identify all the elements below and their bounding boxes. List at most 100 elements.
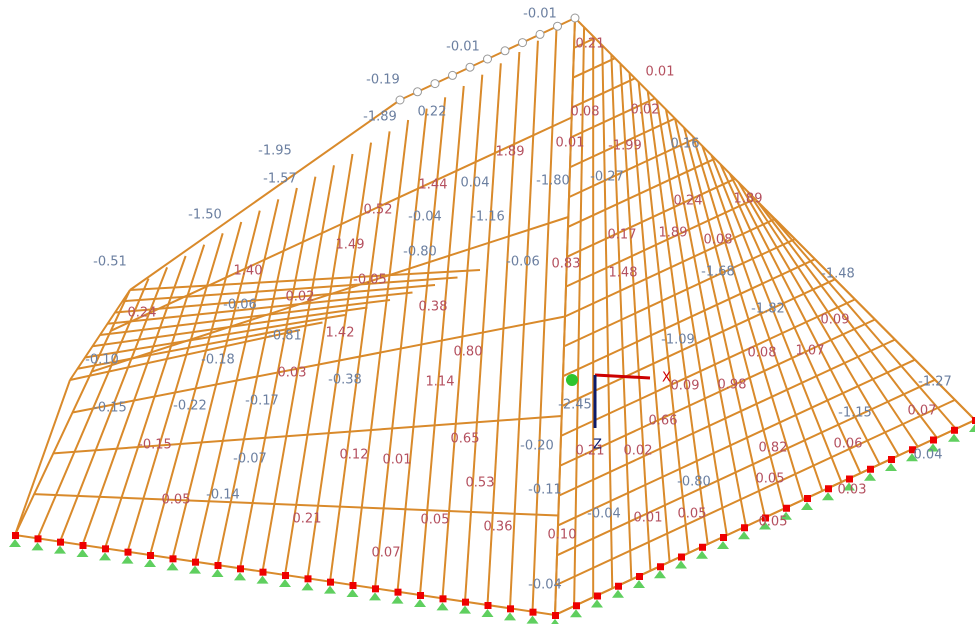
result-label: -1.95 xyxy=(258,144,292,159)
member xyxy=(557,358,916,527)
result-label: 0.36 xyxy=(484,520,513,535)
result-label: -0.05 xyxy=(353,273,387,288)
node xyxy=(888,456,895,463)
node xyxy=(282,572,289,579)
result-label: 0.05 xyxy=(678,507,707,522)
member xyxy=(563,238,796,348)
result-label: -0.18 xyxy=(201,353,235,368)
node xyxy=(615,582,622,590)
member xyxy=(664,109,747,527)
result-label: 0.83 xyxy=(552,257,581,272)
result-label: 0.52 xyxy=(364,203,393,218)
node xyxy=(124,548,132,556)
result-label: 0.02 xyxy=(624,444,653,459)
result-label: 0.24 xyxy=(128,306,157,321)
result-label: -1.82 xyxy=(751,302,785,317)
support xyxy=(675,560,687,569)
result-label: -1.48 xyxy=(821,267,855,282)
result-label: -0.19 xyxy=(366,73,400,88)
node xyxy=(327,578,334,586)
result-label: 0.03 xyxy=(838,483,867,498)
result-label: -0.11 xyxy=(528,483,562,498)
result-label: 1.07 xyxy=(796,344,825,359)
result-label: 0.98 xyxy=(718,378,747,393)
member xyxy=(72,315,566,414)
result-label: 0.08 xyxy=(748,346,777,361)
node xyxy=(439,595,447,603)
result-label: -0.27 xyxy=(590,170,624,185)
support xyxy=(504,612,516,621)
x-axis-label: X xyxy=(662,371,671,386)
result-label: -0.17 xyxy=(245,394,279,409)
support xyxy=(459,605,471,614)
hinge xyxy=(518,38,527,48)
member xyxy=(559,318,876,467)
member xyxy=(555,398,956,587)
hinge xyxy=(430,79,440,89)
node xyxy=(636,573,643,580)
result-label: -0.10 xyxy=(85,353,119,368)
support xyxy=(551,619,559,624)
result-label: 1.44 xyxy=(419,178,448,193)
result-label: 0.65 xyxy=(451,432,480,447)
result-label: -0.51 xyxy=(93,255,127,270)
member xyxy=(122,276,458,303)
support xyxy=(54,545,66,554)
node xyxy=(417,592,424,599)
result-label: -0.07 xyxy=(233,452,267,467)
node xyxy=(825,485,832,493)
support xyxy=(76,549,89,557)
result-label: -0.01 xyxy=(446,40,480,55)
support xyxy=(301,582,314,591)
support xyxy=(256,575,269,584)
support xyxy=(801,502,813,510)
member xyxy=(746,191,919,448)
member xyxy=(646,90,709,545)
result-label: 0.04 xyxy=(461,176,490,191)
hinge xyxy=(570,13,580,23)
result-label: -1.89 xyxy=(363,110,397,125)
result-label: 0.02 xyxy=(631,103,660,118)
y-axis xyxy=(566,374,578,386)
member xyxy=(99,299,391,336)
result-label: 1.89 xyxy=(496,145,525,160)
result-label: -1.09 xyxy=(661,333,695,348)
result-label: -0.20 xyxy=(520,439,554,454)
result-label: 1.14 xyxy=(426,375,455,390)
node xyxy=(57,538,64,546)
member xyxy=(674,118,766,518)
member xyxy=(129,99,401,291)
result-label: -0.14 xyxy=(206,488,240,503)
hinge xyxy=(500,46,510,56)
node xyxy=(147,552,154,559)
result-label: 0.01 xyxy=(646,65,675,80)
result-label: 0.08 xyxy=(704,233,733,248)
node xyxy=(169,555,177,563)
z-axis-label: Z xyxy=(593,438,602,453)
support xyxy=(144,559,156,567)
member xyxy=(728,172,881,465)
node xyxy=(909,446,916,454)
labels: -0.01 0.21 -0.01 0.01 -0.19 0.02 0.08 -1.89 0.22… xyxy=(85,7,952,593)
support xyxy=(759,521,771,530)
node xyxy=(214,562,222,569)
node xyxy=(79,542,87,549)
member xyxy=(569,117,676,169)
support xyxy=(822,492,834,501)
member xyxy=(756,200,938,439)
result-label: 0.05 xyxy=(421,513,450,528)
result-label: -1.80 xyxy=(536,174,570,189)
member xyxy=(655,100,728,536)
result-label: 0.04 xyxy=(914,448,943,463)
result-label: -0.80 xyxy=(677,475,711,490)
node xyxy=(972,417,975,424)
frame xyxy=(14,17,975,616)
member xyxy=(84,314,346,359)
support xyxy=(633,580,645,588)
node xyxy=(12,532,19,539)
x-axis xyxy=(594,373,651,380)
support xyxy=(717,541,729,549)
member xyxy=(14,379,71,536)
result-label: -0.01 xyxy=(523,7,557,22)
support xyxy=(414,599,426,607)
